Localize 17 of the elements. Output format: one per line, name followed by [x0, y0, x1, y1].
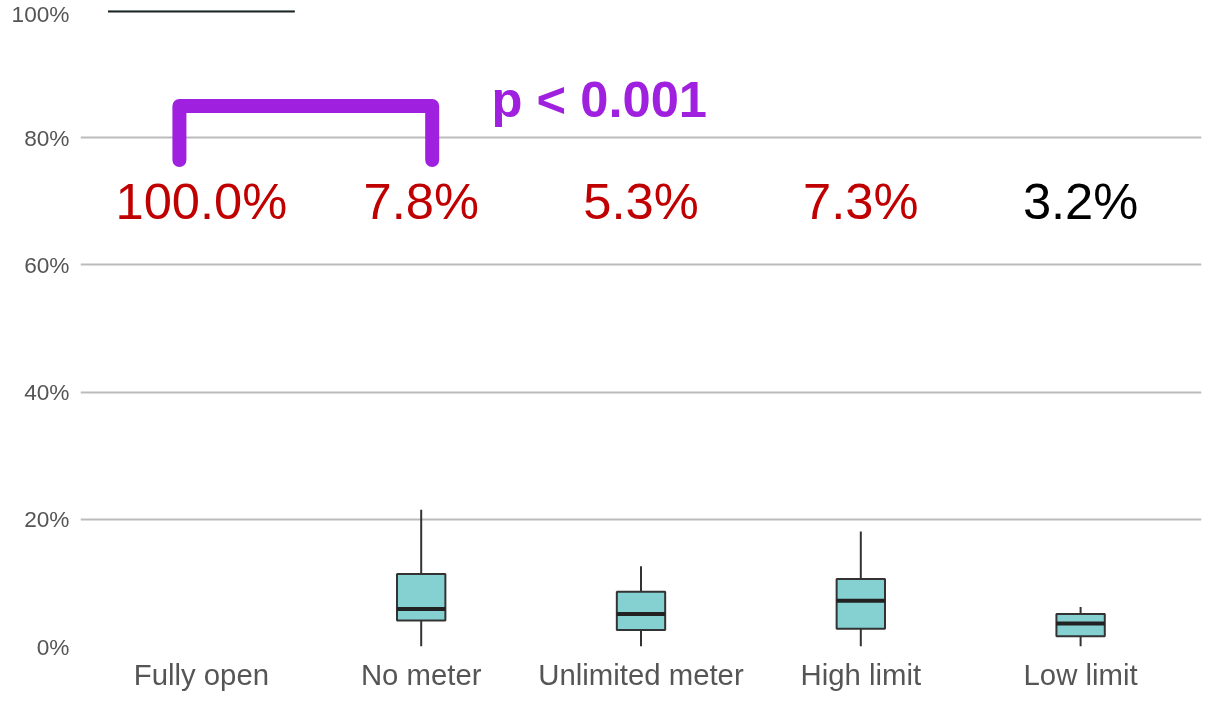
annotation: p < 0.001	[491, 71, 707, 129]
annotation: 7.3%	[803, 172, 919, 230]
y-tick-label: 80%	[24, 124, 70, 151]
annotation: 100.0%	[115, 172, 288, 230]
x-tick-label: Fully open	[133, 657, 270, 691]
annotation: 7.8%	[363, 172, 479, 230]
x-tick-label: Unlimited meter	[538, 657, 744, 691]
x-tick-label: No meter	[360, 657, 482, 691]
y-tick-label: 60%	[24, 251, 70, 278]
annotation: 3.2%	[1022, 172, 1139, 230]
x-tick-label: Low limit	[1023, 657, 1138, 691]
y-tick-label: 40%	[24, 379, 70, 406]
annotation: 5.3%	[583, 172, 699, 230]
y-tick-label: 100%	[11, 0, 70, 27]
y-tick-label: 20%	[24, 506, 70, 533]
y-tick-label: 0%	[36, 633, 70, 660]
x-tick-label: High limit	[800, 657, 922, 691]
